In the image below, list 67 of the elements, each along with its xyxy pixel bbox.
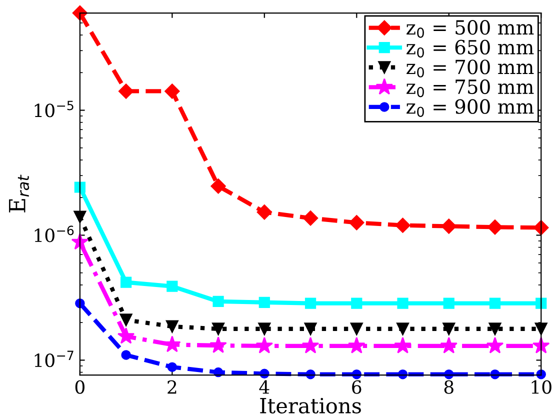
point xyxy=(440,336,458,354)
point xyxy=(166,320,178,333)
point xyxy=(212,296,224,308)
point xyxy=(118,84,134,99)
point xyxy=(121,350,131,360)
point xyxy=(532,336,550,354)
x-tick-label: 2 xyxy=(168,380,176,394)
x-tick-label: 4 xyxy=(259,380,270,394)
point xyxy=(72,5,88,21)
point xyxy=(74,210,86,224)
point xyxy=(74,182,86,193)
point xyxy=(164,84,180,99)
point xyxy=(167,362,178,372)
point xyxy=(536,369,546,380)
point xyxy=(75,298,85,308)
point xyxy=(258,322,271,336)
point xyxy=(444,369,454,380)
y-axis-title: E$_{rat}$ xyxy=(9,174,30,212)
point xyxy=(302,210,318,226)
point xyxy=(164,336,181,352)
legend-label: z$_{0}$ = 500 mm xyxy=(406,20,534,38)
point xyxy=(166,280,178,292)
point xyxy=(443,298,454,309)
point xyxy=(352,369,362,380)
point xyxy=(120,276,132,288)
point xyxy=(489,298,501,309)
point xyxy=(302,336,320,354)
y-tick-label: 10$^{−7}$ xyxy=(34,350,74,368)
point xyxy=(258,296,270,308)
point xyxy=(304,298,316,309)
x-axis-title: Iterations xyxy=(260,398,361,414)
point xyxy=(396,322,410,336)
point xyxy=(442,322,456,336)
point xyxy=(394,336,412,354)
point xyxy=(350,322,363,336)
point xyxy=(212,322,225,336)
x-tick-label: 0 xyxy=(75,380,84,394)
point xyxy=(534,220,549,236)
legend-label: z$_{0}$ = 700 mm xyxy=(406,60,534,78)
y-tick-label: 10$^{−6}$ xyxy=(34,226,74,242)
x-tick-label: 6 xyxy=(352,380,362,394)
point xyxy=(213,367,224,378)
point xyxy=(397,298,408,309)
point xyxy=(351,298,362,309)
point xyxy=(348,336,366,354)
point xyxy=(395,218,410,233)
point xyxy=(210,336,227,353)
legend-label: z$_{0}$ = 650 mm xyxy=(406,40,534,58)
point xyxy=(488,322,502,336)
point xyxy=(120,314,132,326)
x-tick-label: 10 xyxy=(532,380,552,394)
point xyxy=(349,215,364,230)
y-tick-label: 10$^{−5}$ xyxy=(34,100,74,118)
point xyxy=(536,298,547,309)
legend-label: z$_{0}$ = 750 mm xyxy=(406,79,534,98)
point xyxy=(441,218,456,234)
point xyxy=(486,336,504,354)
point xyxy=(256,204,272,220)
point xyxy=(260,368,270,379)
x-tick-label: 8 xyxy=(444,380,454,394)
point xyxy=(487,220,503,235)
point xyxy=(534,322,548,336)
point xyxy=(256,336,274,354)
point xyxy=(304,322,317,336)
point xyxy=(210,178,226,194)
point xyxy=(117,327,135,344)
legend-label: z$_{0}$ = 900 mm xyxy=(406,99,534,117)
